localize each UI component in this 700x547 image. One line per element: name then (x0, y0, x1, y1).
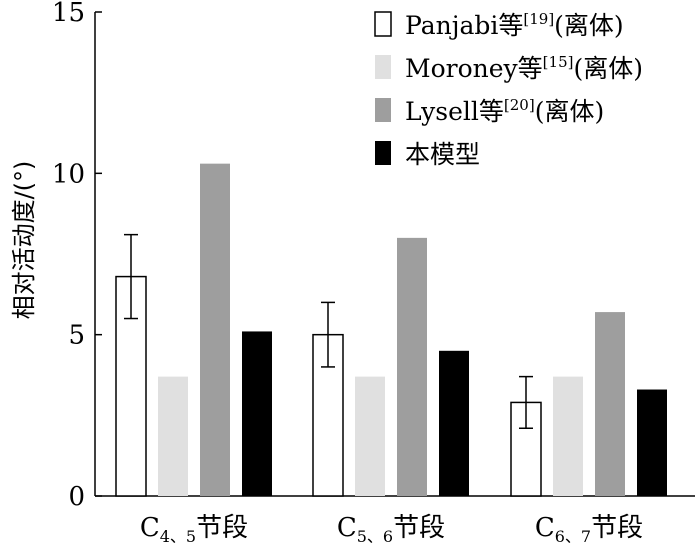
legend-label: Panjabi等[19](离体) (405, 10, 624, 40)
legend-swatch (375, 98, 391, 122)
bar (242, 331, 272, 496)
y-tick-label: 5 (68, 321, 85, 351)
y-tick-label: 0 (68, 482, 85, 512)
bar (397, 237, 427, 496)
bar (158, 376, 188, 496)
bar (355, 376, 385, 496)
legend-label: 本模型 (405, 140, 480, 169)
legend-label: Lysell等[20](离体) (405, 96, 604, 126)
bar (637, 389, 667, 496)
bar (200, 163, 230, 497)
bar (553, 376, 583, 496)
chart-legend: Panjabi等[19](离体) Moroney等[15](离体) Lysell等[… (374, 10, 643, 169)
chart-axes: 0 5 10 15 C4、5节段 C5、6节段 C6、7节段 (52, 0, 695, 546)
chart-bars (115, 163, 667, 497)
bar (439, 350, 469, 496)
legend-label: Moroney等[15](离体) (405, 53, 643, 83)
y-axis-label: 相对活动度/(°) (10, 161, 38, 320)
bar (510, 401, 542, 497)
x-category-label: C4、5节段 (140, 513, 248, 546)
legend-swatch (375, 141, 391, 165)
legend-swatch (375, 55, 391, 79)
y-tick-label: 10 (52, 159, 85, 189)
bar (595, 312, 625, 496)
x-category-label: C5、6节段 (337, 513, 445, 546)
x-category-label: C6、7节段 (535, 513, 643, 546)
y-tick-label: 15 (52, 0, 85, 28)
legend-swatch (374, 11, 392, 37)
